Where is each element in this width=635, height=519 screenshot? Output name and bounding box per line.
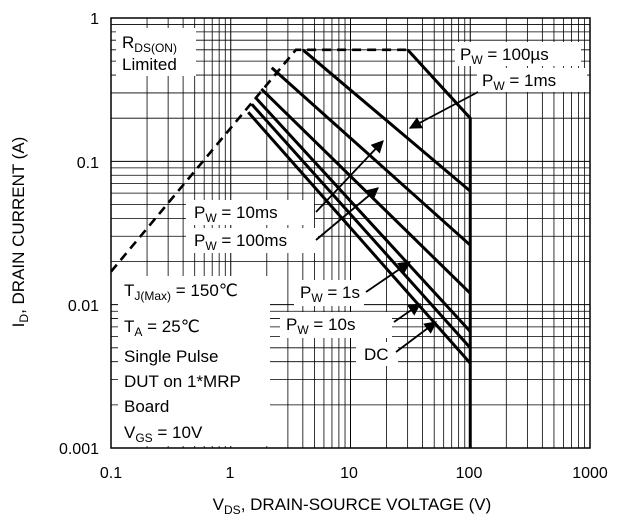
rds-limit-label: RDS(ON) Limited (122, 33, 177, 74)
series-line (270, 66, 472, 247)
label-box (356, 342, 398, 366)
y-tick-label: 0.001 (59, 441, 99, 458)
x-tick-label: 1 (226, 465, 235, 482)
arrow-leader (315, 140, 384, 213)
plot-frame (110, 17, 591, 449)
condition-line: VGS = 10V (124, 423, 203, 445)
series-label-10ms: PW = 10ms (194, 203, 278, 225)
svg-text:RDS(ON): RDS(ON) (122, 33, 177, 55)
condition-line: DUT on 1*MRP (124, 372, 241, 391)
series-line (254, 96, 472, 333)
rds-limit-line (110, 48, 408, 273)
y-tick-label: 0.1 (77, 155, 99, 172)
series-label-100us: PW = 100µs (460, 45, 549, 67)
series-line (406, 48, 472, 448)
x-tick-label: 0.1 (100, 465, 122, 482)
series-line (301, 48, 472, 193)
condition-line: TA = 25℃ (124, 317, 200, 339)
condition-line: Single Pulse (124, 347, 219, 366)
label-box (294, 280, 364, 306)
label-box (477, 68, 587, 92)
label-box (116, 28, 196, 76)
arrow-leader (365, 261, 412, 293)
x-axis-title: VDS, DRAIN-SOURCE VOLTAGE (V) (213, 495, 492, 517)
arrow-group (315, 91, 479, 353)
label-box (186, 200, 314, 225)
x-tick-label: 1000 (572, 465, 608, 482)
condition-line: TJ(Max) = 150℃ (124, 281, 238, 303)
arrow-leader (408, 91, 479, 129)
x-tick-labels: 0.1 1 10 100 1000 (100, 465, 608, 482)
label-box (118, 276, 270, 446)
label-backgrounds (116, 28, 587, 446)
arrow-leader (395, 321, 438, 353)
arrow-leader (393, 303, 422, 323)
series-labels: PW = 100µs PW = 1ms PW = 10ms PW = 100ms… (194, 45, 556, 364)
label-box (186, 228, 318, 253)
y-axis-title: ID, DRAIN CURRENT (A) (9, 137, 31, 328)
series-label-100ms: PW = 100ms (194, 231, 287, 253)
y-tick-label: 0.01 (68, 298, 99, 315)
x-tick-label: 100 (456, 465, 483, 482)
y-tick-label: 1 (90, 11, 99, 28)
series-line (260, 87, 472, 295)
y-tick-labels: 1 0.1 0.01 0.001 (59, 11, 99, 458)
label-box (455, 42, 581, 66)
condition-line: Board (124, 397, 169, 416)
series-label-10s: PW = 10s (286, 315, 355, 337)
series-label-dc: DC (364, 345, 389, 364)
test-conditions: TJ(Max) = 150℃ TA = 25℃ Single Pulse DUT… (124, 281, 241, 445)
arrow-leader (315, 187, 379, 241)
plot-border (110, 17, 591, 449)
x-tick-label: 10 (340, 465, 358, 482)
curve-group (110, 48, 472, 448)
svg-text:Limited: Limited (122, 55, 177, 74)
series-label-1ms: PW = 1ms (482, 71, 556, 93)
series-label-1s: PW = 1s (300, 283, 360, 305)
label-box (280, 312, 392, 338)
series-line (250, 103, 472, 349)
